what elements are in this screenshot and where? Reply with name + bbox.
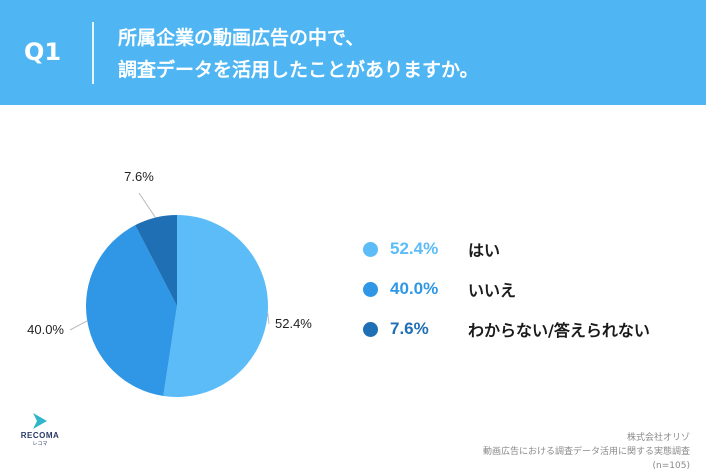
header-bar: Q1 所属企業の動画広告の中で、 調査データを活用したことがありますか。 bbox=[0, 0, 706, 105]
legend-swatch bbox=[363, 321, 378, 337]
legend-swatch bbox=[363, 281, 378, 297]
recoma-logo-icon bbox=[33, 413, 47, 429]
legend-item-2: 40.0% いいえ bbox=[363, 277, 650, 301]
legend-percent: 52.4% bbox=[390, 239, 439, 258]
pie-slice-1 bbox=[163, 215, 268, 398]
leader-line-3 bbox=[138, 192, 156, 218]
logo-subtext: レコマ bbox=[32, 441, 48, 447]
question-line-1: 所属企業の動画広告の中で、 bbox=[118, 27, 365, 49]
leader-line-1 bbox=[267, 312, 270, 325]
pie-slice-2 bbox=[86, 225, 177, 396]
question-number: Q1 bbox=[24, 38, 62, 66]
leader-line-2 bbox=[69, 320, 88, 331]
source-note: 株式会社オリゾ 動画広告における調査データ活用に関する実態調査 (n=105) bbox=[483, 431, 690, 473]
slice-label-1: 52.4% bbox=[275, 316, 312, 331]
source-survey: 動画広告における調査データ活用に関する実態調査 bbox=[482, 447, 690, 457]
slice-label-2: 40.0% bbox=[27, 322, 64, 337]
question-line-2: 調査データを活用したことがありますか。 bbox=[118, 59, 479, 81]
legend-item-3: 7.6% わからない/答えられない bbox=[363, 317, 650, 341]
header-divider bbox=[92, 22, 94, 84]
chart-legend: 52.4% はい 40.0% いいえ 7.6% わからない/答えられない bbox=[363, 237, 650, 357]
legend-label: いいえ bbox=[468, 281, 517, 300]
pie-chart: 52.4% 40.0% 7.6% bbox=[27, 169, 312, 398]
legend-label: はい bbox=[468, 241, 501, 260]
legend-item-1: 52.4% はい bbox=[363, 237, 650, 261]
pie-slice-3 bbox=[135, 215, 177, 306]
recoma-logo: RECOMA レコマ bbox=[14, 411, 66, 447]
source-sample: (n=105) bbox=[652, 461, 690, 471]
question-text: 所属企業の動画広告の中で、 調査データを活用したことがありますか。 bbox=[118, 22, 479, 86]
source-company: 株式会社オリゾ bbox=[626, 433, 690, 443]
logo-text: RECOMA bbox=[20, 431, 60, 440]
slice-label-3: 7.6% bbox=[124, 169, 154, 184]
legend-percent: 40.0% bbox=[390, 279, 439, 298]
legend-swatch bbox=[363, 241, 378, 257]
legend-percent: 7.6% bbox=[390, 319, 429, 338]
legend-label: わからない/答えられない bbox=[468, 321, 650, 340]
